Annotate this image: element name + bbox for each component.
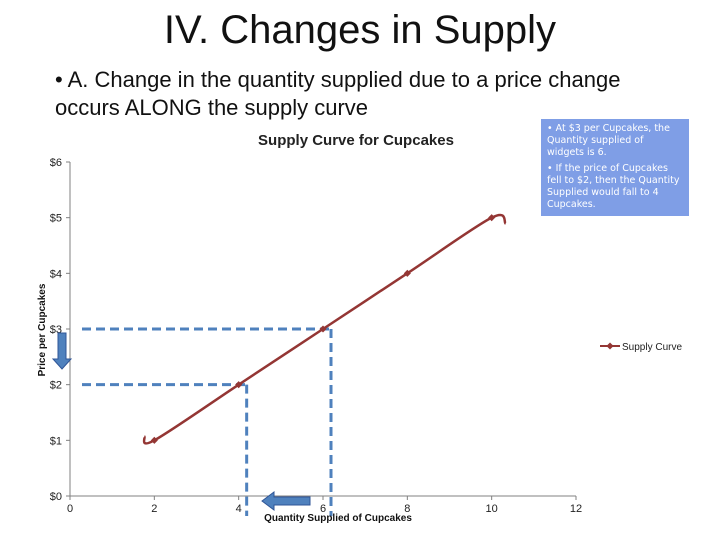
arrow-group	[51, 332, 311, 511]
y-tick-label: $4	[50, 268, 62, 280]
callout-text-2: • If the price of Cupcakes fell to $2, t…	[547, 163, 680, 210]
legend: Supply Curve	[600, 342, 682, 353]
left-arrow-icon	[261, 491, 311, 511]
down-arrow-icon	[51, 332, 73, 370]
y-tick-label: $6	[50, 157, 62, 169]
data-point	[488, 214, 496, 222]
data-point	[403, 269, 411, 277]
x-tick-label: 4	[236, 503, 242, 515]
legend-label: Supply Curve	[622, 342, 682, 353]
x-tick-label: 0	[67, 503, 73, 515]
x-tick-label: 6	[320, 503, 326, 515]
callout-text-1: • At $3 per Cupcakes, the Quantity suppl…	[547, 123, 670, 158]
bullet-text: • A. Change in the quantity supplied due…	[55, 67, 621, 120]
slide-title: IV. Changes in Supply	[163, 8, 557, 52]
x-axis-title: Quantity Supplied of Cupcakes	[264, 513, 412, 524]
data-point	[150, 436, 158, 444]
y-tick-label: $5	[50, 213, 62, 225]
data-point	[235, 381, 243, 389]
chart-title: Supply Curve for Cupcakes	[258, 132, 454, 149]
data-point	[319, 325, 327, 333]
series-group	[142, 213, 507, 445]
y-tick-label: $1	[50, 435, 62, 447]
x-tick-label: 12	[570, 503, 582, 515]
info-callout: • At $3 per Cupcakes, the Quantity suppl…	[541, 119, 689, 216]
x-tick-label: 8	[404, 503, 410, 515]
y-axis-title: Price per Cupcakes	[37, 283, 48, 376]
y-tick-label: $0	[50, 491, 62, 503]
chart-axes: $0$1$2$3$4$5$60 2 4 6 8 10 12	[50, 157, 582, 515]
guide-lines	[82, 327, 333, 516]
x-tick-label: 2	[151, 503, 157, 515]
y-tick-label: $2	[50, 380, 62, 392]
legend-marker	[606, 342, 614, 350]
x-tick-label: 10	[486, 503, 498, 515]
